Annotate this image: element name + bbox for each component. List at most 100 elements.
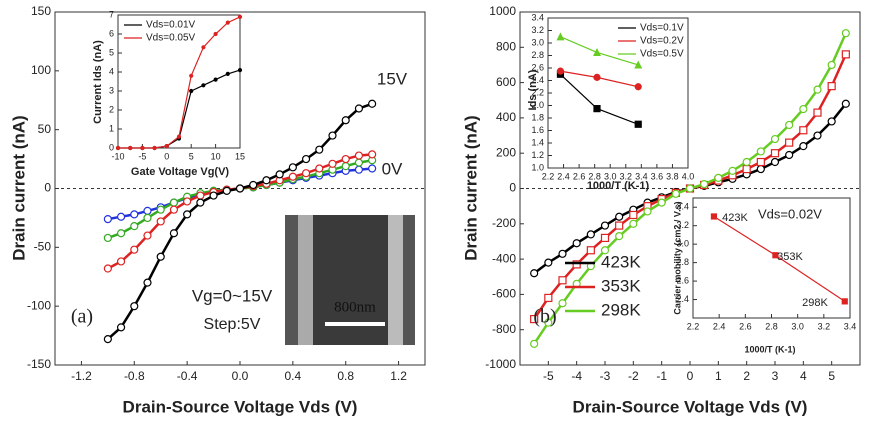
marker: [235, 184, 245, 193]
marker: [169, 198, 179, 207]
annotation: (b): [533, 306, 556, 328]
y-tick-label: 400: [496, 110, 516, 124]
marker: [140, 145, 145, 151]
x-tick-label: 3.0: [604, 171, 617, 181]
marker: [799, 104, 808, 114]
marker: [615, 232, 624, 241]
marker: [143, 213, 152, 223]
y-tick-label: 0: [44, 181, 51, 195]
y-tick-label: 4: [109, 66, 114, 76]
x-tick-label: 2.4: [557, 171, 570, 181]
marker: [164, 144, 169, 149]
marker: [799, 142, 808, 151]
x-tick-label: -5: [138, 151, 146, 161]
y-tick-label: 2.2: [531, 87, 544, 97]
y-tick-label: -1000: [485, 357, 516, 371]
marker: [341, 162, 350, 171]
y-tick-label: 2.8: [531, 50, 544, 60]
x-tick-label: 3.0: [791, 321, 804, 331]
marker: [354, 104, 364, 113]
marker: [615, 221, 624, 230]
x-tick-label: 10: [211, 151, 221, 161]
y-tick-label: 2.6: [676, 275, 689, 285]
marker: [728, 166, 737, 175]
plot-area: [547, 17, 689, 169]
x-tick-label: 4.0: [682, 171, 695, 181]
marker: [315, 164, 324, 173]
y-tick-label: 50: [38, 122, 52, 136]
plot-area: [692, 197, 851, 319]
x-tick-label: 15: [235, 151, 245, 161]
marker: [600, 221, 610, 230]
y-tick-label: 3.4: [531, 12, 544, 22]
marker: [116, 257, 126, 266]
y-tick-label: 6: [109, 28, 114, 38]
y-tick-label: 7: [109, 9, 114, 19]
marker: [558, 249, 567, 258]
y-tick-label: 5: [109, 47, 114, 57]
plot-area: [117, 14, 241, 149]
marker: [629, 219, 638, 228]
marker: [841, 50, 850, 59]
marker: [714, 173, 723, 183]
y-tick-label: 2.8: [676, 257, 689, 267]
x-tick-label: 2.6: [739, 321, 752, 331]
marker: [756, 164, 765, 174]
annotation: Step:5V: [204, 316, 261, 333]
marker: [341, 154, 350, 164]
marker: [275, 170, 284, 179]
y-axis-label: Carrier mobility (cm2 / V.s): [672, 201, 682, 314]
x-tick-label: 0.8: [337, 369, 354, 383]
x-tick-label: 3.4: [635, 171, 648, 181]
marker: [196, 198, 205, 207]
marker: [368, 164, 377, 173]
x-tick-label: 3.4: [844, 321, 857, 331]
marker: [572, 239, 581, 248]
marker: [841, 29, 850, 38]
x-tick-label: 2.2: [542, 171, 555, 181]
marker: [315, 145, 324, 154]
annotation: 423K: [722, 212, 748, 224]
marker: [544, 318, 553, 327]
marker: [143, 231, 152, 240]
x-tick-label: 3.2: [620, 171, 633, 181]
y-tick-label: 3.0: [531, 37, 544, 47]
sem-edge: [298, 215, 313, 345]
marker: [156, 217, 165, 226]
marker: [841, 99, 850, 108]
marker: [130, 302, 139, 311]
x-tick-label: -2: [628, 369, 639, 383]
annotation: Vds=0.02V: [758, 206, 822, 221]
marker: [586, 230, 595, 239]
y-axis-label: Current Ids (nA): [92, 40, 104, 124]
x-tick-label: 2.6: [573, 171, 586, 181]
marker: [530, 339, 539, 348]
marker: [225, 71, 230, 77]
y-tick-label: 1.8: [531, 112, 544, 122]
marker: [354, 165, 364, 174]
scale-bar: [325, 322, 385, 326]
marker: [600, 233, 610, 243]
marker: [742, 164, 751, 174]
marker: [558, 276, 567, 285]
marker: [685, 184, 695, 193]
y-tick-label: 1000: [489, 4, 516, 18]
sem-image: 800nm: [285, 215, 415, 345]
x-axis-label: 1000/T (K-1): [744, 344, 795, 354]
y-tick-label: 2.6: [531, 62, 544, 72]
y-tick-label: 800: [496, 39, 516, 53]
y-tick-label: 1.4: [531, 137, 544, 147]
marker: [222, 186, 231, 195]
x-tick-label: 0: [687, 369, 694, 383]
y-tick-label: 3.0: [676, 239, 689, 249]
y-tick-label: -400: [492, 251, 516, 265]
x-tick-label: 5: [189, 151, 194, 161]
marker: [556, 67, 565, 75]
marker: [130, 245, 139, 254]
x-tick-label: -1.2: [71, 369, 92, 383]
y-tick-label: -100: [27, 298, 51, 312]
marker: [176, 134, 182, 139]
y-tick-label: 3.4: [676, 202, 689, 212]
marker: [288, 163, 297, 172]
marker: [827, 117, 836, 126]
